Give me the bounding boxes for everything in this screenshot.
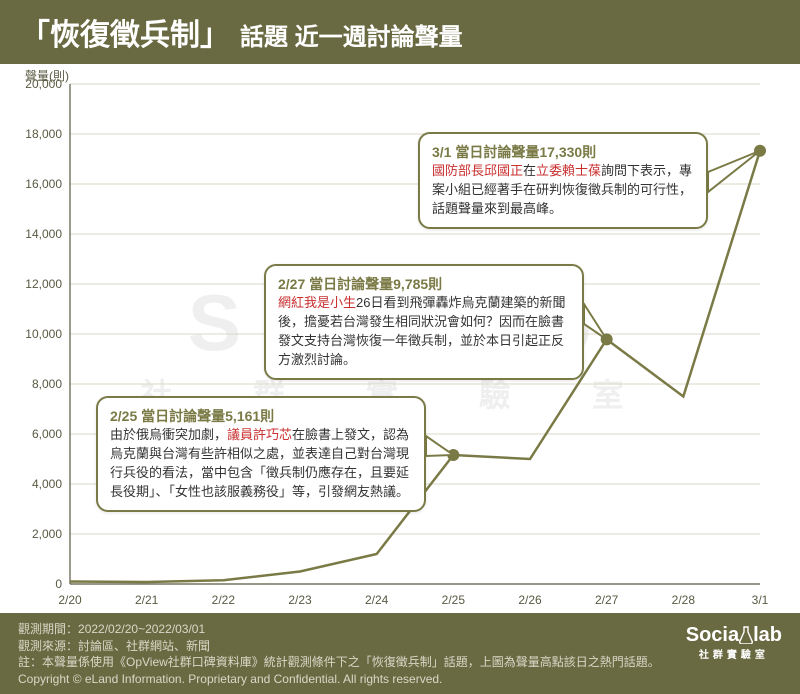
svg-text:16,000: 16,000 bbox=[25, 177, 62, 191]
title-quoted: 「恢復徵兵制」 bbox=[20, 10, 230, 54]
svg-text:18,000: 18,000 bbox=[25, 127, 62, 141]
svg-text:10,000: 10,000 bbox=[25, 327, 62, 341]
svg-text:3/1: 3/1 bbox=[752, 593, 769, 607]
footer-note: 註：本聲量係使用《OpView社群口碑資料庫》統計觀測條件下之「恢復徵兵制」話題… bbox=[18, 654, 782, 671]
svg-text:2/28: 2/28 bbox=[672, 593, 696, 607]
callout-c1: 3/1 當日討論聲量17,330則國防部長邱國正在立委賴士葆詢問下表示，專案小組… bbox=[418, 132, 708, 229]
footer-period: 觀測期間：2022/02/20~2022/03/01 bbox=[18, 621, 782, 638]
footer-copyright: Copyright © eLand Information. Proprieta… bbox=[18, 671, 782, 688]
svg-text:0: 0 bbox=[55, 577, 62, 591]
svg-text:14,000: 14,000 bbox=[25, 227, 62, 241]
title-rest: 話題 近一週討論聲量 bbox=[240, 17, 463, 52]
footer: 觀測期間：2022/02/20~2022/03/01 觀測來源：討論區、社群網站… bbox=[0, 613, 800, 694]
svg-text:12,000: 12,000 bbox=[25, 277, 62, 291]
svg-text:2/23: 2/23 bbox=[288, 593, 312, 607]
svg-text:6,000: 6,000 bbox=[32, 427, 62, 441]
svg-text:2/27: 2/27 bbox=[595, 593, 619, 607]
header: 「恢復徵兵制」 話題 近一週討論聲量 bbox=[0, 0, 800, 64]
svg-text:2/24: 2/24 bbox=[365, 593, 389, 607]
svg-text:2/26: 2/26 bbox=[518, 593, 542, 607]
svg-text:4,000: 4,000 bbox=[32, 477, 62, 491]
svg-text:2/20: 2/20 bbox=[58, 593, 82, 607]
svg-text:2/25: 2/25 bbox=[442, 593, 466, 607]
svg-text:2/21: 2/21 bbox=[135, 593, 159, 607]
svg-text:2/22: 2/22 bbox=[212, 593, 236, 607]
footer-logo: Socialab 社群實驗室 bbox=[686, 621, 782, 663]
svg-text:聲量(則): 聲量(則) bbox=[25, 68, 69, 83]
callout-c2: 2/27 當日討論聲量9,785則網紅我是小生26日看到飛彈轟炸烏克蘭建築的新聞… bbox=[264, 264, 584, 380]
svg-text:2,000: 2,000 bbox=[32, 527, 62, 541]
chart-area: Soc lab 社 群 實 驗 室 02,0004,0006,0008,0001… bbox=[0, 64, 800, 624]
callout-c3: 2/25 當日討論聲量5,161則由於俄烏衝突加劇，議員許巧芯在臉書上發文，認為… bbox=[96, 396, 426, 512]
svg-text:8,000: 8,000 bbox=[32, 377, 62, 391]
footer-source: 觀測來源：討論區、社群網站、新聞 bbox=[18, 638, 782, 655]
